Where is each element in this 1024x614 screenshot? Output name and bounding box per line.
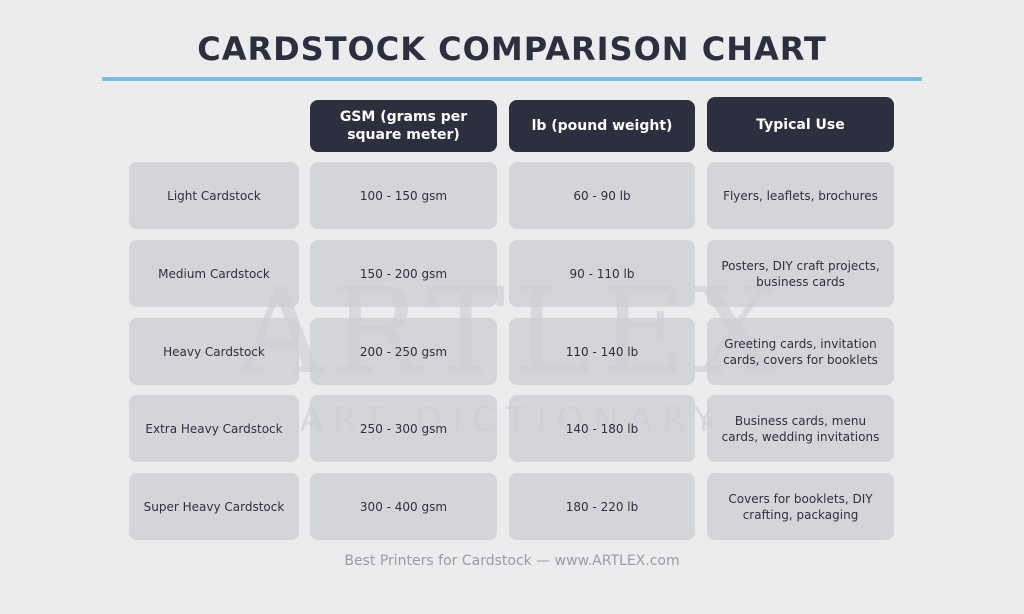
gsm-cell: 100 - 150 gsm xyxy=(310,162,497,229)
page-title: CARDSTOCK COMPARISON CHART xyxy=(197,30,827,68)
use-cell: Covers for booklets, DIY crafting, packa… xyxy=(707,473,894,540)
row-label: Medium Cardstock xyxy=(129,240,299,307)
header-gsm: GSM (grams per square meter) xyxy=(310,100,497,152)
gsm-cell: 150 - 200 gsm xyxy=(310,240,497,307)
use-cell: Flyers, leaflets, brochures xyxy=(707,162,894,229)
use-cell: Business cards, menu cards, wedding invi… xyxy=(707,395,894,462)
header-typical-use: Typical Use xyxy=(707,97,894,152)
use-cell: Greeting cards, invitation cards, covers… xyxy=(707,318,894,385)
title-underline xyxy=(102,77,922,81)
footer-text: Best Printers for Cardstock — www.ARTLEX… xyxy=(344,553,680,569)
lb-cell: 180 - 220 lb xyxy=(509,473,695,540)
lb-cell: 110 - 140 lb xyxy=(509,318,695,385)
gsm-cell: 300 - 400 gsm xyxy=(310,473,497,540)
row-label: Super Heavy Cardstock xyxy=(129,473,299,540)
header-lb: lb (pound weight) xyxy=(509,100,695,152)
row-label: Extra Heavy Cardstock xyxy=(129,395,299,462)
gsm-cell: 200 - 250 gsm xyxy=(310,318,497,385)
row-label: Heavy Cardstock xyxy=(129,318,299,385)
gsm-cell: 250 - 300 gsm xyxy=(310,395,497,462)
lb-cell: 90 - 110 lb xyxy=(509,240,695,307)
row-label: Light Cardstock xyxy=(129,162,299,229)
lb-cell: 140 - 180 lb xyxy=(509,395,695,462)
lb-cell: 60 - 90 lb xyxy=(509,162,695,229)
use-cell: Posters, DIY craft projects, business ca… xyxy=(707,240,894,307)
